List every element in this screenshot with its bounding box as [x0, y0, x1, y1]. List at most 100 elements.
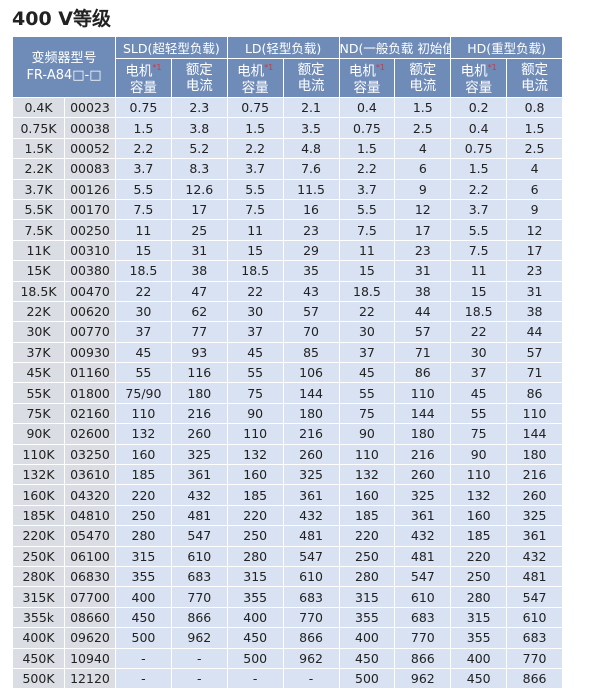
value-cell: 962	[170, 627, 228, 649]
value-cell: 2.1	[282, 96, 340, 119]
model-header: 变频器型号 FR-A84□-□	[12, 36, 116, 98]
value-cell: 11	[115, 219, 172, 241]
value-cell: 110	[115, 402, 172, 425]
value-cell: 180	[282, 402, 340, 425]
motor-label: 电机*1	[116, 60, 170, 80]
value-cell: 3.5	[282, 117, 340, 139]
value-cell: 93	[170, 341, 228, 364]
value-cell: 57	[506, 341, 563, 364]
model-cell: 2.2K	[12, 158, 65, 180]
value-cell: 450	[450, 667, 508, 690]
value-cell: 106	[282, 362, 340, 384]
value-cell: 57	[394, 321, 452, 343]
model-cell: 00023	[64, 96, 116, 119]
value-cell: 481	[282, 525, 340, 547]
value-cell: 325	[506, 504, 563, 527]
value-cell: 9	[506, 198, 563, 221]
current-label: 额定	[185, 62, 213, 78]
value-cell: 17	[506, 239, 563, 262]
value-cell: 4.8	[282, 137, 340, 160]
current-header: 额定 电流	[506, 58, 563, 98]
value-cell: 35	[282, 260, 340, 282]
value-cell: -	[226, 667, 284, 690]
value-cell: 1.5	[338, 137, 396, 160]
value-cell: 110	[338, 443, 396, 466]
title: 400 V等级	[12, 8, 111, 30]
value-cell: 220	[338, 525, 396, 547]
value-cell: 144	[394, 402, 452, 425]
model-label: 变频器型号	[31, 51, 97, 66]
motor-label-text: 电机	[125, 63, 153, 80]
model-cell: 09620	[64, 627, 116, 649]
value-cell: 144	[282, 382, 340, 404]
value-cell: 547	[170, 525, 228, 547]
value-cell: 3.8	[170, 117, 228, 139]
value-cell: 180	[170, 382, 228, 404]
value-cell: 15	[115, 239, 172, 262]
table-row: 220K 05470 280 547 250 481 220 432 185 361	[12, 525, 563, 547]
value-cell: 260	[506, 484, 563, 506]
model-cell: 500K	[12, 667, 65, 690]
value-cell: 355	[115, 565, 172, 588]
table-row: 0.75K 00038 1.5 3.8 1.5 3.5 0.75 2.5 0.4 1.5	[12, 117, 563, 139]
value-cell: 8.3	[170, 158, 228, 180]
value-cell: 77	[170, 321, 228, 343]
model-cell: 1.5K	[12, 137, 65, 160]
model-cell: 00770	[64, 321, 116, 343]
value-cell: 547	[394, 565, 452, 588]
value-cell: 185	[338, 504, 396, 527]
value-cell: 0.4	[338, 96, 396, 119]
value-cell: 2.3	[170, 96, 228, 119]
value-cell: 11	[338, 239, 396, 262]
value-cell: 160	[115, 443, 172, 466]
group-header: LD(轻型负载)	[226, 36, 340, 59]
value-cell: 47	[170, 280, 228, 302]
motor-label: 容量	[353, 79, 381, 96]
table-row: 2.2K 00083 3.7 8.3 3.7 7.6 2.2 6 1.5 4	[12, 158, 563, 180]
value-cell: 70	[282, 321, 340, 343]
value-cell: 0.8	[506, 96, 563, 119]
value-cell: 45	[450, 382, 508, 404]
table-row: 15K 00380 18.5 38 18.5 35 15 31 11 23	[12, 260, 563, 282]
value-cell: 38	[394, 280, 452, 302]
value-cell: 18.5	[115, 260, 172, 282]
table-row: 400K 09620 500 962 450 866 400 770 355 683	[12, 627, 563, 649]
model-cell: 22K	[12, 300, 65, 323]
model-cell: 160K	[12, 484, 65, 506]
model-cell: 05470	[64, 525, 116, 547]
spec-table: 变频器型号 FR-A84□-□ SLD(超轻型负载) LD(轻型负载) ND(一般负…	[12, 36, 563, 690]
value-cell: 7.5	[115, 198, 172, 221]
group-header: HD(重型负载)	[450, 36, 563, 59]
model-cell: 00038	[64, 117, 116, 139]
value-cell: 216	[282, 423, 340, 445]
motor-label: 容量	[129, 79, 157, 96]
value-cell: 22	[115, 280, 172, 302]
value-cell: 132	[450, 484, 508, 506]
value-cell: 7.5	[450, 239, 508, 262]
value-cell: 1.5	[226, 117, 284, 139]
value-cell: 355	[450, 627, 508, 649]
value-cell: 0.75	[338, 117, 396, 139]
table-row: 450K 10940- -500 962 450 866 400 770	[12, 647, 563, 669]
model-cell: 02600	[64, 423, 116, 445]
motor-label: 电机*1	[452, 60, 506, 80]
model-cell: 30K	[12, 321, 65, 343]
value-cell: 86	[506, 382, 563, 404]
value-cell: 866	[394, 647, 452, 669]
current-label: 额定	[521, 62, 549, 78]
value-cell: 315	[115, 545, 172, 567]
current-label: 电流	[521, 78, 549, 94]
table-row: 185K 04810 250 481 220 432 185 361 160 325	[12, 504, 563, 527]
group-header: SLD(超轻型负载)	[115, 36, 228, 59]
current-header: 额定 电流	[282, 58, 340, 98]
value-cell: 2.2	[115, 137, 172, 160]
value-cell: 45	[226, 341, 284, 364]
note-mark: *1	[375, 63, 385, 73]
value-cell: 18.5	[338, 280, 396, 302]
value-cell: 280	[450, 586, 508, 608]
value-cell: 29	[282, 239, 340, 262]
value-cell: 30	[115, 300, 172, 323]
model-cell: 00126	[64, 178, 116, 200]
value-cell: 962	[394, 667, 452, 690]
